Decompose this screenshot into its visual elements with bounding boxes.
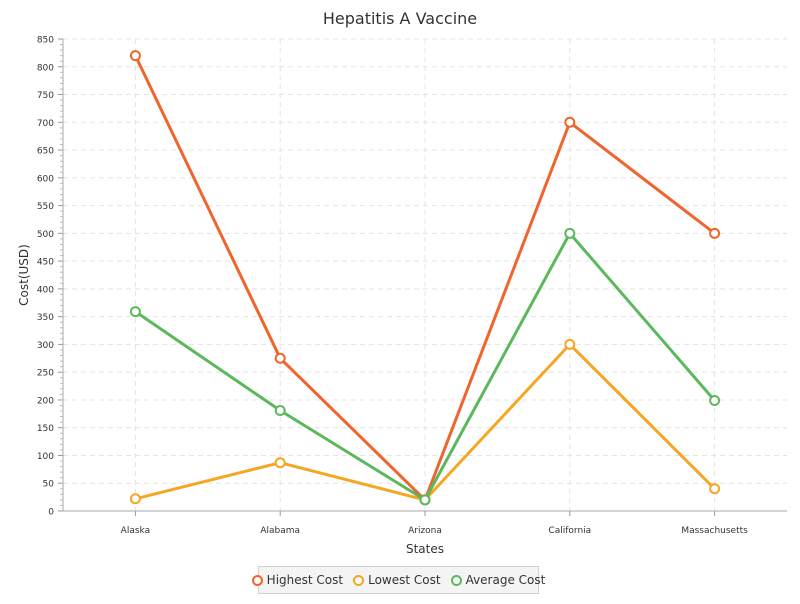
- y-tick-label: 850: [37, 36, 54, 46]
- y-axis-label: Cost(USD): [17, 244, 31, 306]
- y-tick-label: 450: [37, 258, 54, 268]
- y-tick-label: 50: [43, 480, 55, 490]
- legend: Highest Cost Lowest Cost Average Cost: [251, 566, 545, 594]
- series-2: [129, 227, 721, 506]
- x-tick-label: Alabama: [260, 526, 300, 536]
- y-tick-label: 750: [37, 91, 54, 101]
- legend-marker-icon: [353, 574, 365, 586]
- data-point[interactable]: [274, 457, 286, 469]
- y-tick-label: 650: [37, 147, 54, 157]
- data-point[interactable]: [709, 227, 721, 239]
- legend-marker-icon: [450, 574, 462, 586]
- legend-marker-icon: [251, 574, 263, 586]
- y-tick-label: 800: [37, 63, 54, 73]
- legend-label: Lowest Cost: [368, 573, 441, 587]
- data-point[interactable]: [564, 338, 576, 350]
- legend-item: Average Cost: [450, 573, 546, 587]
- y-tick-label: 100: [37, 452, 54, 462]
- y-tick-label: 150: [37, 424, 54, 434]
- y-tick-label: 600: [37, 174, 54, 184]
- data-point[interactable]: [709, 483, 721, 495]
- y-tick-label: 250: [37, 369, 54, 379]
- legend-label: Highest Cost: [266, 573, 344, 587]
- y-tick-label: 500: [37, 230, 54, 240]
- data-point[interactable]: [274, 404, 286, 416]
- x-tick-label: Alaska: [121, 526, 150, 536]
- legend-label: Average Cost: [465, 573, 546, 587]
- x-tick-label: Massachusetts: [681, 526, 748, 536]
- legend-item: Lowest Cost: [353, 573, 441, 587]
- x-tick-label: Arizona: [408, 526, 442, 536]
- y-tick-label: 0: [48, 508, 54, 518]
- x-axis-label: States: [406, 542, 444, 556]
- data-point[interactable]: [274, 352, 286, 364]
- x-tick-label: California: [548, 526, 591, 536]
- data-point[interactable]: [129, 306, 141, 318]
- y-tick-label: 350: [37, 313, 54, 323]
- data-point[interactable]: [129, 493, 141, 505]
- y-tick-label: 700: [37, 119, 54, 129]
- data-point[interactable]: [564, 116, 576, 128]
- data-point[interactable]: [564, 227, 576, 239]
- data-point[interactable]: [129, 50, 141, 62]
- y-tick-label: 550: [37, 202, 54, 212]
- data-point[interactable]: [419, 494, 431, 506]
- y-tick-label: 400: [37, 285, 54, 295]
- grid-layer: [63, 38, 787, 511]
- series-layer: [129, 50, 721, 506]
- y-tick-label: 300: [37, 341, 54, 351]
- axis-layer: 0 50 100 150 200 250 300 350 400 450 500 550 600 650 7…: [37, 36, 787, 536]
- chart-title: Hepatitis A Vaccine: [323, 9, 477, 28]
- data-point[interactable]: [709, 394, 721, 406]
- y-tick-label: 200: [37, 396, 54, 406]
- legend-item: Highest Cost: [251, 573, 344, 587]
